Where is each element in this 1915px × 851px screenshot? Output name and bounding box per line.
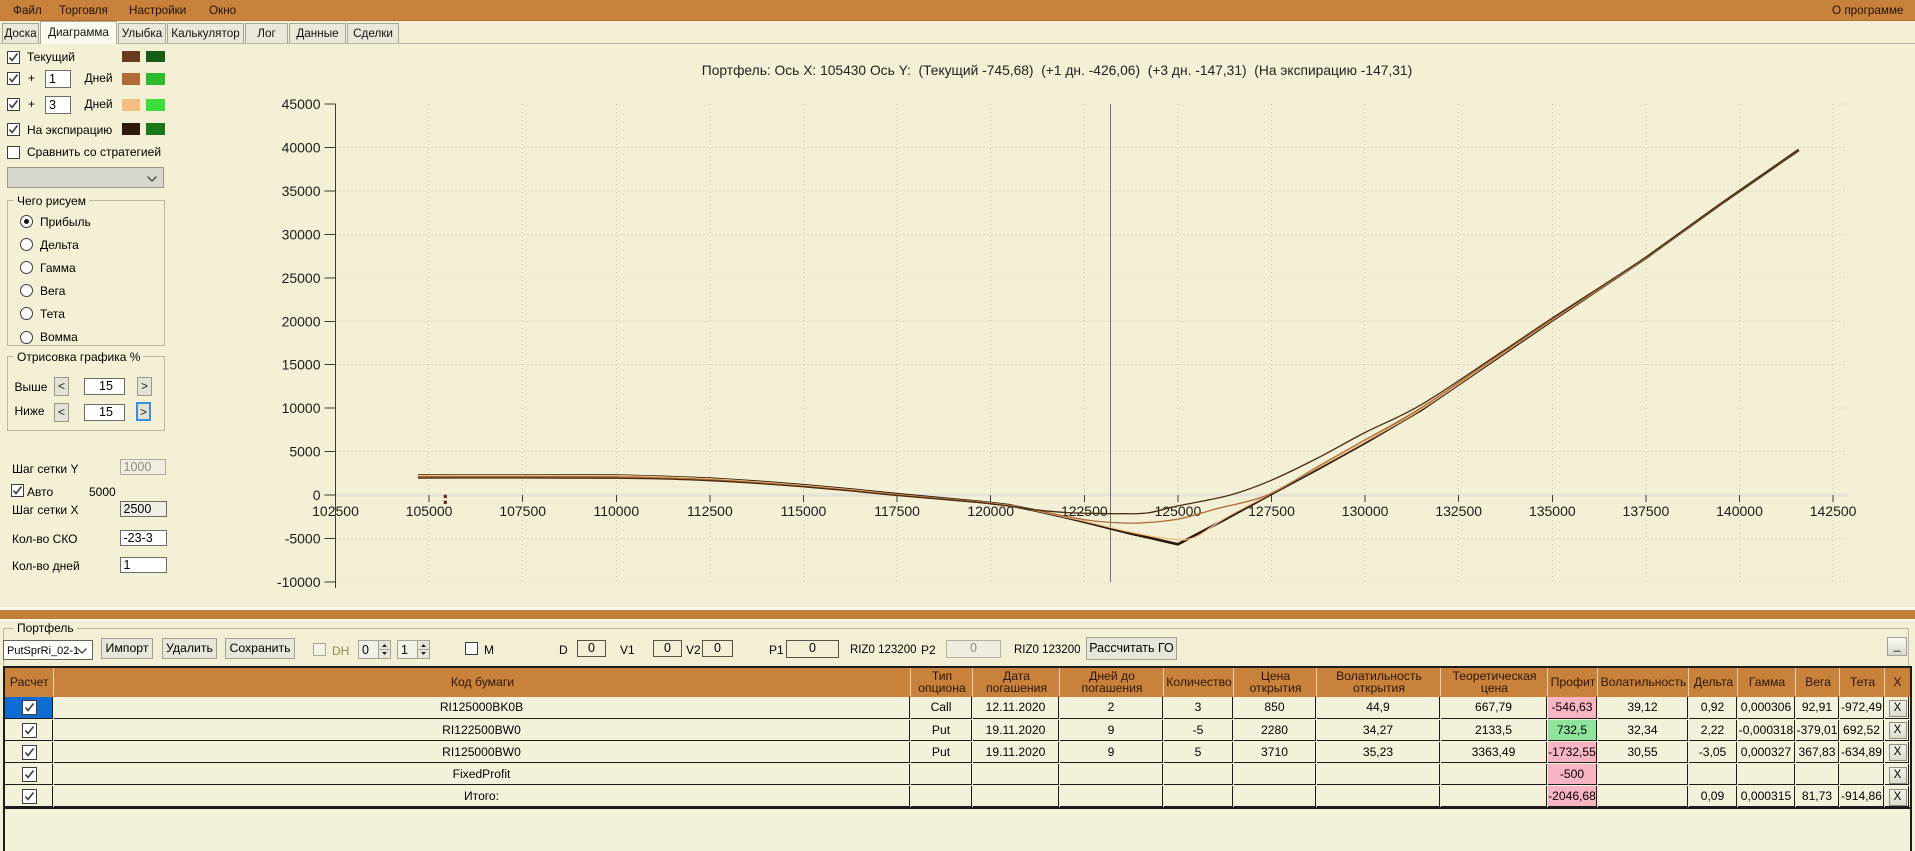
- svg-text:117500: 117500: [874, 503, 920, 519]
- svg-text:125000: 125000: [1155, 503, 1202, 519]
- svg-text:142500: 142500: [1810, 503, 1857, 519]
- svg-text:-5000: -5000: [285, 530, 321, 546]
- svg-text:25000: 25000: [282, 270, 321, 286]
- svg-text:140000: 140000: [1716, 503, 1763, 519]
- svg-text:130000: 130000: [1342, 503, 1389, 519]
- svg-text:5000: 5000: [289, 444, 320, 460]
- svg-text:110000: 110000: [593, 503, 639, 519]
- svg-text:137500: 137500: [1623, 503, 1670, 519]
- svg-text:10000: 10000: [282, 400, 321, 416]
- svg-text:102500: 102500: [312, 503, 359, 519]
- svg-text:15000: 15000: [282, 357, 321, 373]
- svg-text:0: 0: [313, 487, 321, 503]
- svg-text:30000: 30000: [282, 226, 321, 242]
- svg-text:135000: 135000: [1529, 503, 1576, 519]
- svg-text:-10000: -10000: [277, 574, 321, 590]
- svg-text:107500: 107500: [499, 503, 546, 519]
- svg-text:40000: 40000: [282, 140, 321, 156]
- svg-text:35000: 35000: [282, 183, 321, 199]
- svg-text:105000: 105000: [406, 503, 453, 519]
- svg-text:45000: 45000: [282, 96, 321, 112]
- svg-text:132500: 132500: [1435, 503, 1482, 519]
- svg-text:115000: 115000: [781, 503, 827, 519]
- svg-text:122500: 122500: [1061, 503, 1108, 519]
- svg-text:120000: 120000: [967, 503, 1014, 519]
- svg-text:112500: 112500: [687, 503, 733, 519]
- svg-text:127500: 127500: [1248, 503, 1295, 519]
- svg-text:20000: 20000: [282, 313, 321, 329]
